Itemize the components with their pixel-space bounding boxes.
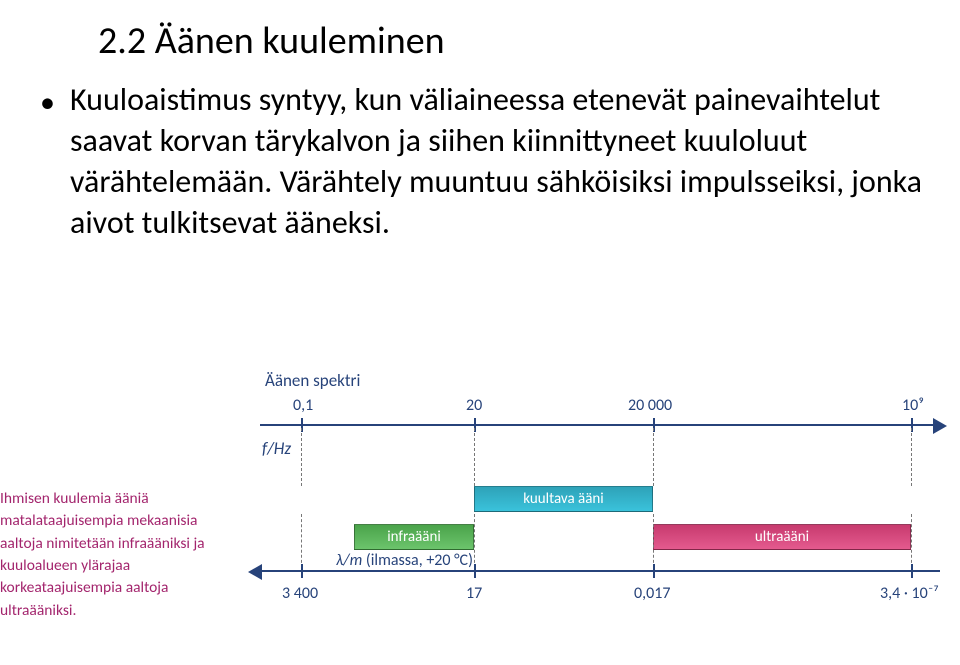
guide-line <box>653 514 654 568</box>
guide-line <box>911 514 912 568</box>
guide-line <box>474 514 475 568</box>
freq-label: 0,1 <box>293 396 313 415</box>
bullet-dot: • <box>40 80 70 244</box>
guide-line <box>911 428 912 486</box>
wavelength-label: 17 <box>466 584 482 603</box>
wavelength-label: 0,017 <box>634 584 670 603</box>
sidenote-text: Ihmisen kuulemia ääniä matalataajuisempi… <box>0 488 240 622</box>
frequency-unit-label: f/Hz <box>262 438 291 459</box>
guide-line <box>301 428 302 486</box>
spectrum-title: Äänen spektri <box>265 370 360 391</box>
bullet-text: Kuuloaistimus syntyy, kun väliaineessa e… <box>70 80 940 244</box>
wavelength-unit-label: λ/m (ilmassa, +20 °C) <box>336 551 473 570</box>
audible-sound-bar: kuultava ääni <box>474 486 653 512</box>
spectrum-figure: Äänen spektri 0,1 20 20 000 10⁹ f/Hz kuu… <box>0 370 960 645</box>
axis-tick <box>301 564 303 578</box>
bullet-item: • Kuuloaistimus syntyy, kun väliaineessa… <box>0 64 960 244</box>
ultrasound-bar: ultraääni <box>653 524 911 550</box>
axis-tick <box>474 564 476 578</box>
frequency-arrow-icon <box>933 418 947 434</box>
wavelength-label: 3,4 · 10⁻⁷ <box>880 584 939 603</box>
freq-label: 20 000 <box>628 396 672 415</box>
wavelength-arrow-icon <box>248 564 262 580</box>
freq-label: 10⁹ <box>902 396 924 415</box>
axis-tick <box>653 564 655 578</box>
infrasound-bar: infraääni <box>354 524 474 550</box>
freq-label: 20 <box>466 396 482 415</box>
page-title: 2.2 Äänen kuuleminen <box>0 0 960 64</box>
wavelength-axis <box>260 570 940 572</box>
wavelength-label: 3 400 <box>282 584 318 603</box>
guide-line <box>653 428 654 486</box>
guide-line <box>301 514 302 568</box>
axis-tick <box>911 564 913 578</box>
guide-line <box>474 428 475 486</box>
frequency-axis <box>260 424 940 426</box>
